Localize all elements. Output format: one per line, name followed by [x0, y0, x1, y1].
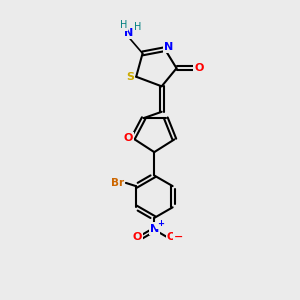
Text: S: S: [126, 72, 134, 82]
Text: O: O: [194, 63, 203, 73]
Text: −: −: [174, 232, 183, 242]
Text: N: N: [164, 42, 174, 52]
Text: O: O: [167, 232, 176, 242]
Text: N: N: [124, 28, 134, 38]
Text: N: N: [150, 224, 159, 234]
Text: +: +: [157, 219, 164, 228]
Text: H: H: [134, 22, 141, 32]
Text: O: O: [132, 232, 142, 242]
Text: H: H: [120, 20, 127, 30]
Text: Br: Br: [111, 178, 124, 188]
Text: O: O: [123, 133, 132, 143]
